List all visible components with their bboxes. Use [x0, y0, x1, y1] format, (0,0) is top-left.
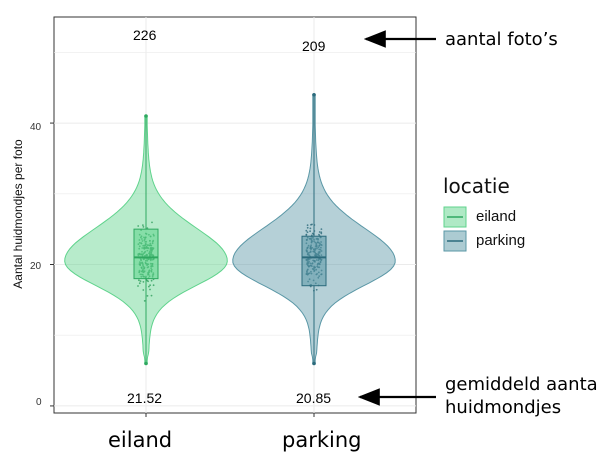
annotation-count-note: aantal foto’s [445, 29, 558, 50]
annotation-mean-note-line2: huidmondjes [445, 397, 562, 418]
jitter-point [306, 226, 309, 229]
jitter-point [146, 295, 149, 297]
jitter-point [142, 281, 145, 283]
min-point-eiland [144, 361, 148, 366]
y-tick-label-40: 40 [30, 122, 42, 133]
legend-label-eiland: eiland [476, 208, 517, 225]
jitter-point [309, 227, 312, 230]
jitter-point [139, 280, 142, 282]
jitter-point [138, 282, 141, 285]
jitter-point [306, 224, 309, 227]
jitter-point [143, 300, 146, 302]
jitter-point [306, 231, 309, 234]
jitter-point [142, 224, 144, 227]
jitter-point [138, 279, 140, 282]
plot-panel [53, 16, 417, 414]
mean-label-eiland: 21.52 [127, 390, 163, 406]
jitter-point [149, 284, 152, 287]
jitter-point [309, 230, 311, 233]
jitter-point [150, 279, 153, 282]
legend-title: locatie [443, 174, 510, 198]
min-point-parking [312, 361, 316, 366]
jitter-point [305, 229, 308, 232]
count-label-parking: 209 [302, 38, 326, 54]
jitter-point [152, 284, 155, 287]
count-label-eiland: 226 [133, 27, 157, 43]
y-axis-label: Aantal huidmondjes per foto [11, 139, 25, 289]
jitter-point [151, 221, 153, 224]
axis-ticks [50, 122, 315, 417]
boxplots [133, 92, 327, 366]
jitter-point [150, 294, 153, 297]
jitter-point [142, 226, 145, 228]
box-parking [301, 235, 327, 287]
annotation-mean-note-line1: gemiddeld aantal [445, 374, 599, 395]
jitter-point [149, 288, 151, 291]
jitter-point [142, 289, 145, 291]
x-category-label-parking: parking [282, 428, 362, 452]
jitter-point [315, 288, 318, 291]
jitter-point [137, 285, 139, 287]
jitter-point [320, 228, 323, 231]
jitter-point [318, 233, 320, 236]
jitter-point [137, 225, 140, 227]
y-tick-label-20: 20 [30, 261, 42, 272]
box-eiland [133, 228, 159, 280]
x-category-label-eiland: eiland [108, 428, 173, 452]
jitter-point [148, 285, 150, 288]
max-point-parking [312, 92, 316, 97]
mean-label-parking: 20.85 [296, 390, 332, 406]
jitter-point [318, 231, 321, 233]
y-tick-label-0: 0 [36, 397, 42, 408]
legend-label-parking: parking [476, 232, 526, 249]
max-point-eiland [144, 114, 148, 118]
jitter-point [310, 223, 312, 226]
jitter-point [147, 280, 150, 283]
jitter-point [305, 234, 308, 236]
jitter-point [320, 232, 323, 235]
